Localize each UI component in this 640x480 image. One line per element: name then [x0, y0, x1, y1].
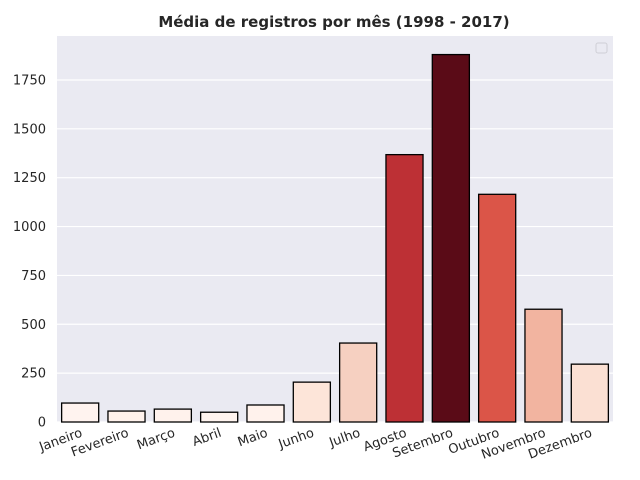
y-tick-label: 1750 [13, 73, 46, 88]
y-tick-label: 250 [21, 367, 46, 382]
bar-fevereiro [107, 410, 146, 423]
bar-janeiro [60, 402, 100, 423]
bars [60, 53, 610, 423]
bar-março [153, 408, 193, 423]
gridlines [57, 79, 613, 423]
y-tick-label: 500 [21, 318, 46, 333]
y-tick-label: 0 [38, 416, 46, 431]
x-tick-label: Abril [190, 426, 223, 450]
y-tick-labels: 0 250 500 750 1000 1250 1500 1750 [13, 73, 46, 430]
x-tick-label: Julho [326, 426, 362, 451]
bar-junho [292, 381, 332, 423]
x-tick-label: Março [135, 426, 177, 454]
bar-outubro [477, 193, 517, 423]
bar-setembro [431, 53, 471, 423]
plot-area [57, 36, 613, 422]
y-tick-label: 1000 [13, 220, 46, 235]
y-tick-label: 1500 [13, 122, 46, 137]
legend-box [595, 42, 608, 54]
x-tick-label: Junho [276, 426, 316, 453]
chart-title: Média de registros por mês (1998 - 2017) [158, 13, 509, 31]
x-tick-label: Maio [236, 426, 270, 451]
y-tick-label: 750 [21, 269, 46, 284]
y-tick-label: 1250 [13, 171, 46, 186]
bar-agosto [385, 153, 424, 423]
bar-abril [199, 411, 239, 423]
bar-dezembro [570, 363, 610, 423]
bar-julho [338, 342, 378, 423]
bar-maio [246, 404, 285, 423]
bar-novembro [524, 308, 563, 423]
